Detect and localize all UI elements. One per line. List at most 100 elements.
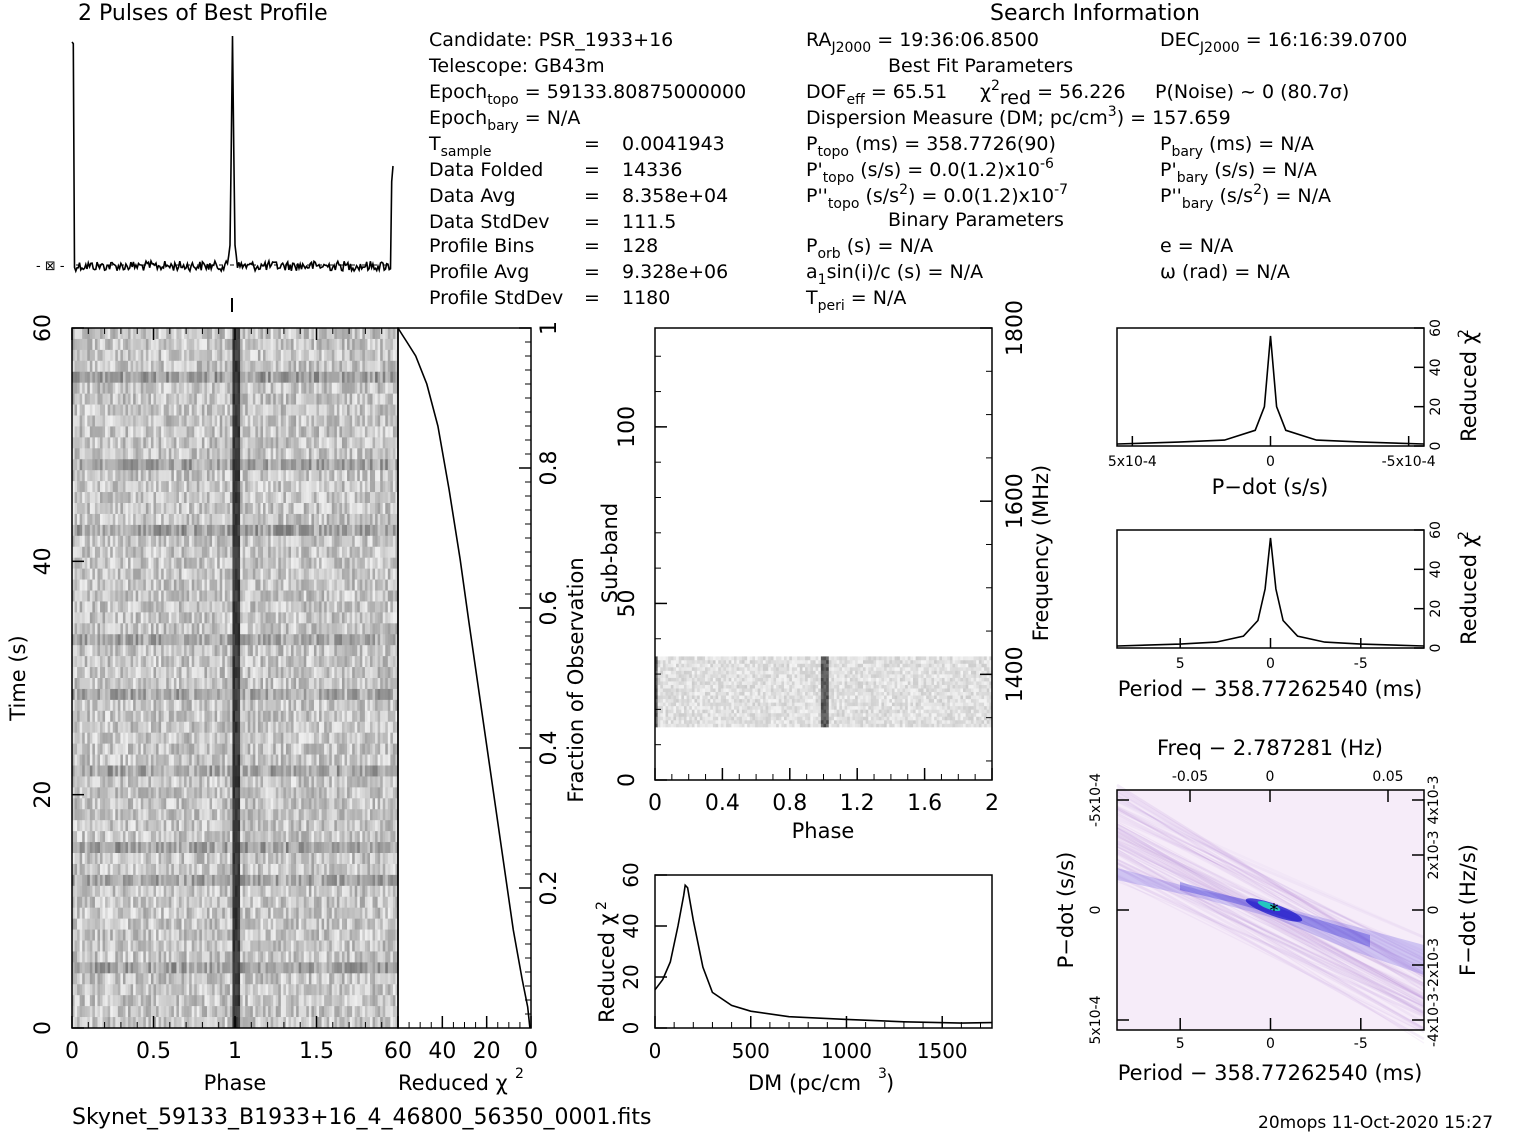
- time-phase-cell: [326, 470, 330, 482]
- time-phase-cell: [196, 721, 200, 733]
- time-phase-cell: [303, 393, 307, 405]
- time-phase-cell: [189, 656, 193, 668]
- time-phase-cell: [232, 426, 236, 438]
- time-phase-cell: [357, 656, 361, 668]
- time-phase-cell: [250, 470, 254, 482]
- time-phase-cell: [199, 481, 203, 493]
- time-phase-cell: [148, 568, 152, 580]
- time-phase-cell: [82, 743, 86, 755]
- time-phase-cell: [268, 590, 271, 602]
- time-phase-cell: [115, 732, 119, 744]
- time-phase-cell: [283, 710, 287, 723]
- time-phase-cell: [375, 656, 378, 668]
- time-phase-cell: [189, 667, 193, 679]
- time-phase-cell: [176, 590, 180, 602]
- time-phase-cell: [112, 656, 116, 668]
- time-phase-cell: [285, 459, 289, 471]
- time-phase-cell: [186, 557, 190, 569]
- time-phase-cell: [181, 645, 185, 657]
- time-phase-cell: [341, 360, 345, 373]
- time-phase-cell: [377, 470, 381, 482]
- time-phase-cell: [186, 546, 190, 558]
- time-phase-cell: [278, 699, 282, 712]
- time-phase-cell: [392, 678, 396, 690]
- time-phase-cell: [105, 481, 108, 493]
- time-phase-cell: [135, 732, 139, 744]
- time-phase-cell: [130, 404, 134, 416]
- time-phase-cell: [199, 503, 203, 515]
- time-phase-cell: [298, 612, 302, 624]
- time-phase-cell: [250, 678, 254, 690]
- time-phase-cell: [204, 579, 208, 591]
- time-phase-cell: [107, 371, 111, 383]
- time-phase-cell: [326, 557, 330, 569]
- time-phase-cell: [153, 623, 157, 635]
- time-phase-cell: [79, 612, 83, 624]
- time-phase-cell: [377, 710, 381, 723]
- time-phase-cell: [214, 667, 218, 679]
- time-phase-cell: [263, 535, 266, 548]
- time-phase-cell: [298, 710, 302, 723]
- time-phase-cell: [229, 437, 233, 449]
- time-phase-cell: [148, 721, 152, 733]
- time-phase-cell: [329, 492, 333, 504]
- time-phase-cell: [209, 328, 213, 340]
- time-phase-cell: [196, 732, 200, 744]
- time-phase-cell: [280, 524, 284, 537]
- time-phase-cell: [359, 699, 363, 712]
- time-phase-cell: [387, 470, 391, 482]
- time-phase-cell: [349, 371, 353, 383]
- time-phase-cell: [199, 470, 203, 482]
- time-phase-cell: [110, 459, 114, 471]
- time-phase-cell: [224, 699, 228, 712]
- time-phase-cell: [94, 656, 98, 668]
- time-phase-cell: [275, 492, 279, 504]
- time-phase-cell: [293, 688, 297, 701]
- time-phase-cell: [324, 710, 327, 723]
- time-phase-cell: [303, 382, 307, 394]
- time-phase-cell: [191, 546, 195, 558]
- time-phase-cell: [77, 437, 80, 449]
- time-phase-cell: [107, 513, 111, 526]
- time-phase-cell: [196, 492, 200, 504]
- time-phase-cell: [293, 503, 297, 515]
- time-phase-cell: [334, 328, 338, 340]
- time-phase-cell: [303, 590, 307, 602]
- time-phase-cell: [184, 699, 187, 712]
- time-phase-cell: [130, 612, 134, 624]
- time-phase-cell: [229, 349, 233, 362]
- time-phase-cell: [117, 338, 121, 351]
- time-phase-cell: [130, 524, 134, 537]
- time-phase-cell: [352, 382, 356, 394]
- time-phase-cell: [316, 459, 320, 471]
- time-phase-cell: [336, 513, 340, 526]
- time-phase-cell: [74, 492, 78, 504]
- time-phase-cell: [387, 634, 391, 646]
- time-phase-cell: [125, 710, 129, 723]
- time-phase-cell: [298, 678, 302, 690]
- time-phase-cell: [288, 656, 292, 668]
- time-phase-cell: [372, 732, 376, 744]
- time-phase-cell: [168, 645, 172, 657]
- time-phase-cell: [250, 667, 254, 679]
- time-phase-cell: [367, 328, 371, 340]
- time-phase-cell: [201, 459, 205, 471]
- time-phase-cell: [222, 688, 226, 701]
- time-phase-cell: [288, 634, 292, 646]
- time-phase-cell: [173, 459, 177, 471]
- time-phase-cell: [273, 590, 277, 602]
- time-phase-cell: [158, 612, 162, 624]
- time-phase-cell: [387, 557, 391, 569]
- time-phase-cell: [296, 623, 299, 635]
- time-phase-cell: [140, 470, 144, 482]
- info-left-line-1: Telescope: GB43m: [428, 55, 605, 77]
- time-phase-cell: [369, 667, 373, 679]
- time-phase-cell: [222, 612, 226, 624]
- time-phase-cell: [214, 645, 218, 657]
- time-phase-cell: [89, 656, 93, 668]
- time-phase-cell: [377, 393, 381, 405]
- time-phase-cell: [352, 503, 356, 515]
- time-phase-cell: [135, 503, 139, 515]
- time-phase-cell: [92, 634, 96, 646]
- time-phase-cell: [385, 360, 389, 373]
